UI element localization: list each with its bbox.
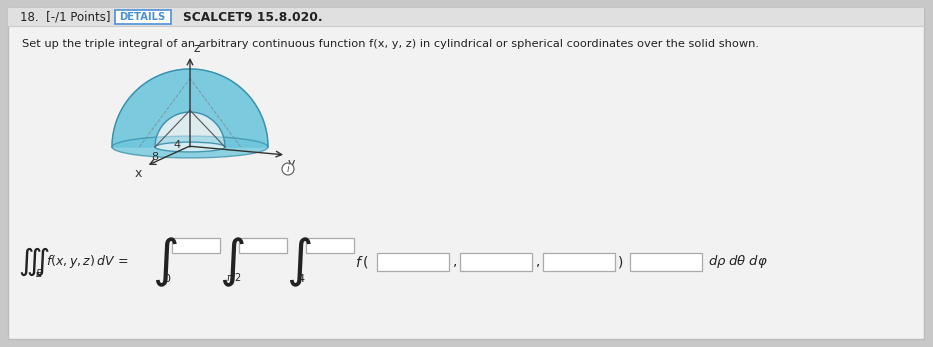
Ellipse shape xyxy=(112,136,268,158)
Polygon shape xyxy=(112,69,268,147)
Text: $\,d\rho\;d\theta\;d\varphi$: $\,d\rho\;d\theta\;d\varphi$ xyxy=(706,254,768,271)
Text: z: z xyxy=(194,42,201,55)
FancyBboxPatch shape xyxy=(460,253,532,271)
FancyBboxPatch shape xyxy=(630,253,702,271)
Text: 4: 4 xyxy=(174,140,181,150)
Text: $,$: $,$ xyxy=(535,255,540,269)
FancyBboxPatch shape xyxy=(172,237,220,253)
Ellipse shape xyxy=(155,142,225,152)
Text: $E$: $E$ xyxy=(35,267,44,279)
FancyBboxPatch shape xyxy=(239,237,287,253)
Text: $0$: $0$ xyxy=(163,272,171,284)
Text: $f\,($: $f\,($ xyxy=(355,254,369,270)
Text: $\int$: $\int$ xyxy=(219,235,244,289)
Text: $\int$: $\int$ xyxy=(152,235,178,289)
Text: $,$: $,$ xyxy=(452,255,457,269)
Text: $\pi/2$: $\pi/2$ xyxy=(226,271,242,285)
FancyBboxPatch shape xyxy=(306,237,354,253)
Text: SCALCET9 15.8.020.: SCALCET9 15.8.020. xyxy=(183,10,323,24)
FancyBboxPatch shape xyxy=(543,253,615,271)
Text: DETAILS: DETAILS xyxy=(118,12,165,22)
Text: i: i xyxy=(286,164,289,174)
Text: $)$: $)$ xyxy=(617,254,623,270)
Text: Set up the triple integral of an arbitrary continuous function f(x, y, z) in cyl: Set up the triple integral of an arbitra… xyxy=(22,39,759,49)
Text: 8: 8 xyxy=(151,152,159,162)
Bar xyxy=(8,8,924,26)
Text: $\iiint$: $\iiint$ xyxy=(18,246,49,278)
Text: $4$: $4$ xyxy=(297,272,305,284)
Text: $\int$: $\int$ xyxy=(286,235,312,289)
Circle shape xyxy=(282,163,294,175)
Text: 18.  [-/1 Points]: 18. [-/1 Points] xyxy=(20,10,110,24)
Text: x: x xyxy=(134,167,142,180)
Text: y: y xyxy=(288,157,296,170)
Text: $f(x, y, z)\,dV\,=$: $f(x, y, z)\,dV\,=$ xyxy=(46,254,129,271)
FancyBboxPatch shape xyxy=(115,10,171,24)
FancyBboxPatch shape xyxy=(377,253,449,271)
Polygon shape xyxy=(155,112,225,147)
